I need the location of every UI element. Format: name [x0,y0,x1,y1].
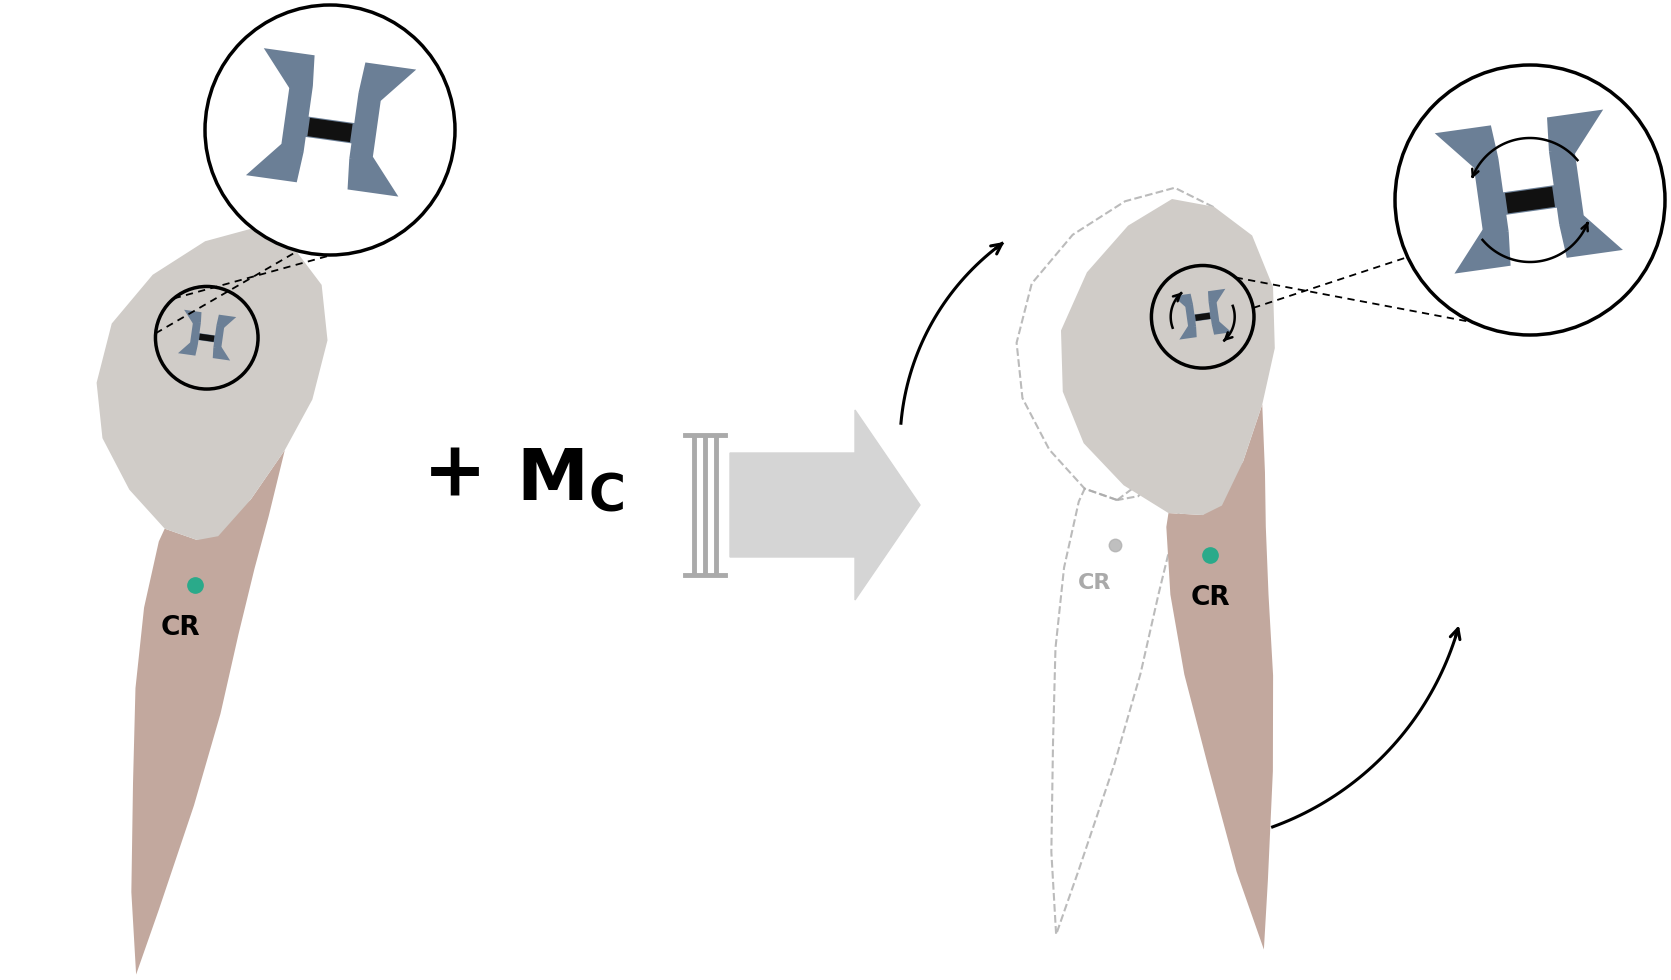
Polygon shape [217,315,236,327]
Polygon shape [179,342,197,356]
Polygon shape [307,118,353,142]
Polygon shape [1061,199,1275,515]
Polygon shape [184,310,202,323]
Text: CR: CR [1078,573,1111,593]
Polygon shape [246,144,304,182]
Polygon shape [348,157,398,197]
Polygon shape [1547,110,1602,154]
Text: CR: CR [160,615,201,641]
Polygon shape [730,410,921,600]
Polygon shape [1211,321,1232,335]
Polygon shape [1166,405,1273,950]
Polygon shape [190,321,224,349]
Polygon shape [199,333,214,342]
Polygon shape [132,450,284,974]
Polygon shape [1435,125,1499,168]
Polygon shape [1506,186,1556,214]
Circle shape [206,5,455,255]
Text: +: + [423,438,486,512]
Polygon shape [1180,326,1196,340]
Polygon shape [1559,216,1623,258]
Polygon shape [359,63,416,101]
Polygon shape [212,347,231,361]
Polygon shape [97,227,328,540]
Text: $\mathbf{M}_\mathbf{C}$: $\mathbf{M}_\mathbf{C}$ [516,445,625,515]
Circle shape [1395,65,1664,335]
Polygon shape [281,83,381,162]
Polygon shape [1173,294,1193,307]
Polygon shape [1195,313,1210,321]
Polygon shape [1208,289,1225,303]
Polygon shape [1474,148,1584,235]
Polygon shape [1454,229,1511,273]
Text: CR: CR [1190,585,1230,611]
Polygon shape [1185,301,1220,327]
Polygon shape [264,48,314,88]
